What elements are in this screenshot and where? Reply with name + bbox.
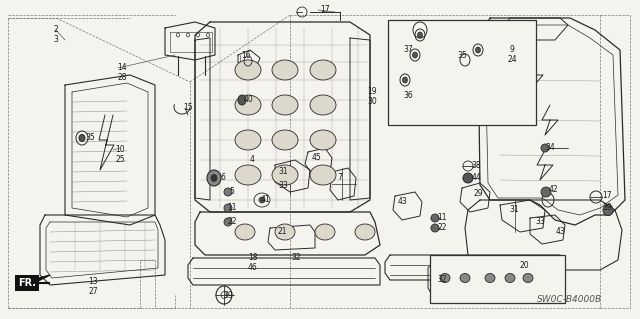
Ellipse shape xyxy=(235,95,261,115)
Text: 31: 31 xyxy=(278,167,288,176)
Ellipse shape xyxy=(523,273,533,283)
Text: 35: 35 xyxy=(85,133,95,143)
Text: 14: 14 xyxy=(117,63,127,72)
Ellipse shape xyxy=(541,187,551,197)
Polygon shape xyxy=(22,275,50,289)
Ellipse shape xyxy=(460,273,470,283)
Text: 24: 24 xyxy=(507,56,517,64)
Ellipse shape xyxy=(463,173,473,183)
Text: 46: 46 xyxy=(248,263,258,272)
Text: 16: 16 xyxy=(241,50,251,60)
Ellipse shape xyxy=(224,218,232,226)
Text: 31: 31 xyxy=(509,205,519,214)
Text: 33: 33 xyxy=(278,181,288,189)
Ellipse shape xyxy=(235,224,255,240)
Text: 40: 40 xyxy=(243,95,253,105)
Text: 4: 4 xyxy=(250,155,255,165)
Text: 6: 6 xyxy=(221,174,225,182)
Text: 3: 3 xyxy=(54,35,58,44)
Text: 32: 32 xyxy=(291,254,301,263)
Ellipse shape xyxy=(541,144,549,152)
Text: 42: 42 xyxy=(548,186,558,195)
Text: 22: 22 xyxy=(437,224,447,233)
Text: 9: 9 xyxy=(509,46,515,55)
Text: 38: 38 xyxy=(471,160,481,169)
Text: 25: 25 xyxy=(115,155,125,165)
Text: FR.: FR. xyxy=(18,278,36,288)
Ellipse shape xyxy=(235,60,261,80)
Text: 43: 43 xyxy=(555,227,565,236)
Text: 22: 22 xyxy=(227,218,237,226)
Ellipse shape xyxy=(235,130,261,150)
Ellipse shape xyxy=(224,204,232,212)
Text: 44: 44 xyxy=(471,173,481,182)
Text: 18: 18 xyxy=(248,254,258,263)
Text: 2: 2 xyxy=(54,26,58,34)
Text: 36: 36 xyxy=(403,91,413,100)
Ellipse shape xyxy=(235,165,261,185)
Text: 33: 33 xyxy=(535,218,545,226)
Text: 41: 41 xyxy=(260,196,270,204)
Bar xyxy=(388,20,536,125)
Ellipse shape xyxy=(505,273,515,283)
Ellipse shape xyxy=(431,214,439,222)
Text: SW0C-B4000B: SW0C-B4000B xyxy=(538,295,603,305)
Ellipse shape xyxy=(211,174,217,182)
Text: 5: 5 xyxy=(230,188,234,197)
Ellipse shape xyxy=(238,95,246,105)
Ellipse shape xyxy=(272,60,298,80)
Ellipse shape xyxy=(403,77,408,83)
Ellipse shape xyxy=(355,224,375,240)
Text: 39: 39 xyxy=(602,204,612,212)
Ellipse shape xyxy=(310,60,336,80)
Text: 20: 20 xyxy=(519,261,529,270)
Text: 17: 17 xyxy=(602,190,612,199)
Text: 27: 27 xyxy=(88,286,98,295)
Ellipse shape xyxy=(272,95,298,115)
Text: 15: 15 xyxy=(183,102,193,112)
Ellipse shape xyxy=(315,224,335,240)
Ellipse shape xyxy=(310,95,336,115)
Ellipse shape xyxy=(603,204,613,216)
Ellipse shape xyxy=(431,224,439,232)
Ellipse shape xyxy=(224,188,232,196)
Ellipse shape xyxy=(440,273,450,283)
Text: 30: 30 xyxy=(367,98,377,107)
Text: 19: 19 xyxy=(367,87,377,97)
Text: 11: 11 xyxy=(227,203,237,211)
Text: 7: 7 xyxy=(337,174,342,182)
Ellipse shape xyxy=(476,47,481,53)
Ellipse shape xyxy=(272,165,298,185)
Text: 37: 37 xyxy=(403,46,413,55)
Ellipse shape xyxy=(310,165,336,185)
Ellipse shape xyxy=(275,224,295,240)
Ellipse shape xyxy=(207,170,221,186)
Ellipse shape xyxy=(259,197,265,203)
Text: 21: 21 xyxy=(277,227,287,236)
Text: 10: 10 xyxy=(115,145,125,154)
Ellipse shape xyxy=(310,130,336,150)
Text: 34: 34 xyxy=(545,143,555,152)
Text: 45: 45 xyxy=(312,153,322,162)
Text: 39: 39 xyxy=(223,292,233,300)
Text: 13: 13 xyxy=(88,277,98,286)
Ellipse shape xyxy=(417,32,422,38)
Text: 35: 35 xyxy=(457,50,467,60)
Ellipse shape xyxy=(413,52,417,58)
Text: 17: 17 xyxy=(320,5,330,14)
Text: 28: 28 xyxy=(117,73,127,83)
Text: 11: 11 xyxy=(437,213,447,222)
Text: 29: 29 xyxy=(473,189,483,198)
Ellipse shape xyxy=(272,130,298,150)
Ellipse shape xyxy=(79,135,85,142)
Text: 32: 32 xyxy=(437,276,447,285)
Text: 43: 43 xyxy=(398,197,408,206)
Bar xyxy=(430,255,565,303)
Ellipse shape xyxy=(485,273,495,283)
